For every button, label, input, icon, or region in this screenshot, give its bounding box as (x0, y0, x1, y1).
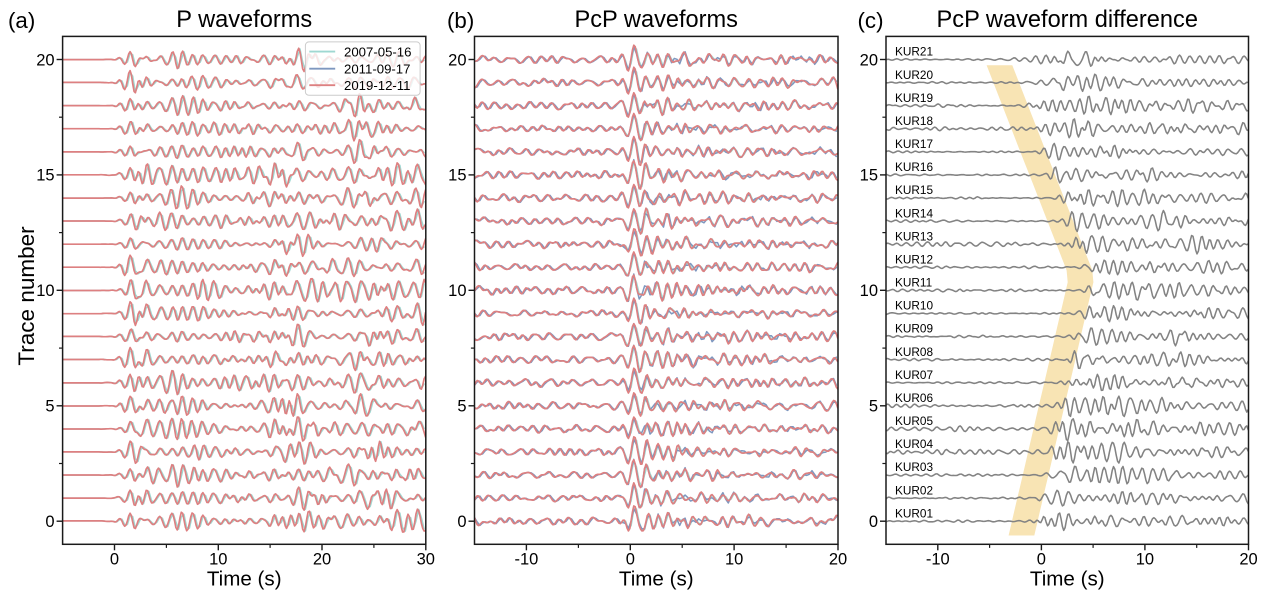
svg-text:KUR20: KUR20 (895, 68, 933, 82)
svg-text:P waveforms: P waveforms (176, 7, 312, 33)
svg-text:10: 10 (860, 282, 878, 300)
svg-text:5: 5 (45, 398, 54, 416)
svg-text:30: 30 (417, 551, 435, 569)
svg-text:(a): (a) (8, 8, 35, 33)
svg-text:(c): (c) (858, 8, 884, 33)
svg-text:20: 20 (860, 51, 878, 69)
svg-text:KUR18: KUR18 (895, 114, 933, 128)
svg-text:2011-09-17: 2011-09-17 (344, 61, 410, 76)
svg-text:KUR01: KUR01 (895, 506, 933, 520)
svg-text:PcP waveform difference: PcP waveform difference (937, 7, 1198, 33)
svg-text:KUR14: KUR14 (895, 206, 933, 220)
svg-text:KUR16: KUR16 (895, 160, 933, 174)
svg-text:KUR12: KUR12 (895, 252, 933, 266)
svg-text:KUR06: KUR06 (895, 391, 933, 405)
svg-text:2019-12-11: 2019-12-11 (344, 78, 410, 93)
svg-text:-10: -10 (926, 551, 950, 569)
svg-text:KUR04: KUR04 (895, 437, 933, 451)
svg-text:5: 5 (869, 398, 878, 416)
svg-text:KUR07: KUR07 (895, 368, 933, 382)
svg-text:KUR17: KUR17 (895, 137, 933, 151)
svg-text:Time (s): Time (s) (619, 567, 694, 590)
svg-text:KUR15: KUR15 (895, 183, 933, 197)
svg-text:10: 10 (725, 551, 743, 569)
svg-text:0: 0 (1037, 551, 1046, 569)
svg-text:10: 10 (448, 282, 466, 300)
svg-text:KUR10: KUR10 (895, 299, 933, 313)
svg-text:KUR05: KUR05 (895, 414, 933, 428)
svg-text:KUR02: KUR02 (895, 483, 933, 497)
svg-text:0: 0 (457, 513, 466, 531)
svg-text:20: 20 (448, 51, 466, 69)
svg-text:Trace number: Trace number (14, 226, 39, 366)
svg-text:KUR11: KUR11 (895, 276, 932, 290)
svg-text:Time (s): Time (s) (207, 567, 282, 590)
svg-text:KUR03: KUR03 (895, 460, 933, 474)
svg-text:20: 20 (829, 551, 847, 569)
svg-text:0: 0 (626, 551, 635, 569)
svg-text:20: 20 (313, 551, 331, 569)
svg-text:0: 0 (45, 513, 54, 531)
svg-text:20: 20 (36, 51, 54, 69)
svg-text:KUR08: KUR08 (895, 345, 933, 359)
svg-text:10: 10 (1136, 551, 1154, 569)
svg-text:(b): (b) (447, 8, 474, 33)
svg-text:KUR13: KUR13 (895, 229, 933, 243)
svg-text:5: 5 (457, 398, 466, 416)
svg-text:15: 15 (36, 167, 54, 185)
svg-text:KUR19: KUR19 (895, 91, 933, 105)
svg-text:-10: -10 (514, 551, 538, 569)
svg-text:KUR09: KUR09 (895, 322, 933, 336)
svg-text:PcP waveforms: PcP waveforms (575, 7, 738, 33)
svg-text:Time (s): Time (s) (1030, 567, 1105, 590)
svg-text:2007-05-16: 2007-05-16 (344, 44, 411, 59)
svg-text:0: 0 (869, 513, 878, 531)
svg-text:15: 15 (448, 167, 466, 185)
svg-text:KUR21: KUR21 (895, 45, 933, 59)
svg-text:0: 0 (110, 551, 119, 569)
svg-text:20: 20 (1239, 551, 1257, 569)
svg-text:10: 10 (209, 551, 227, 569)
svg-text:10: 10 (36, 282, 54, 300)
svg-text:15: 15 (860, 167, 878, 185)
